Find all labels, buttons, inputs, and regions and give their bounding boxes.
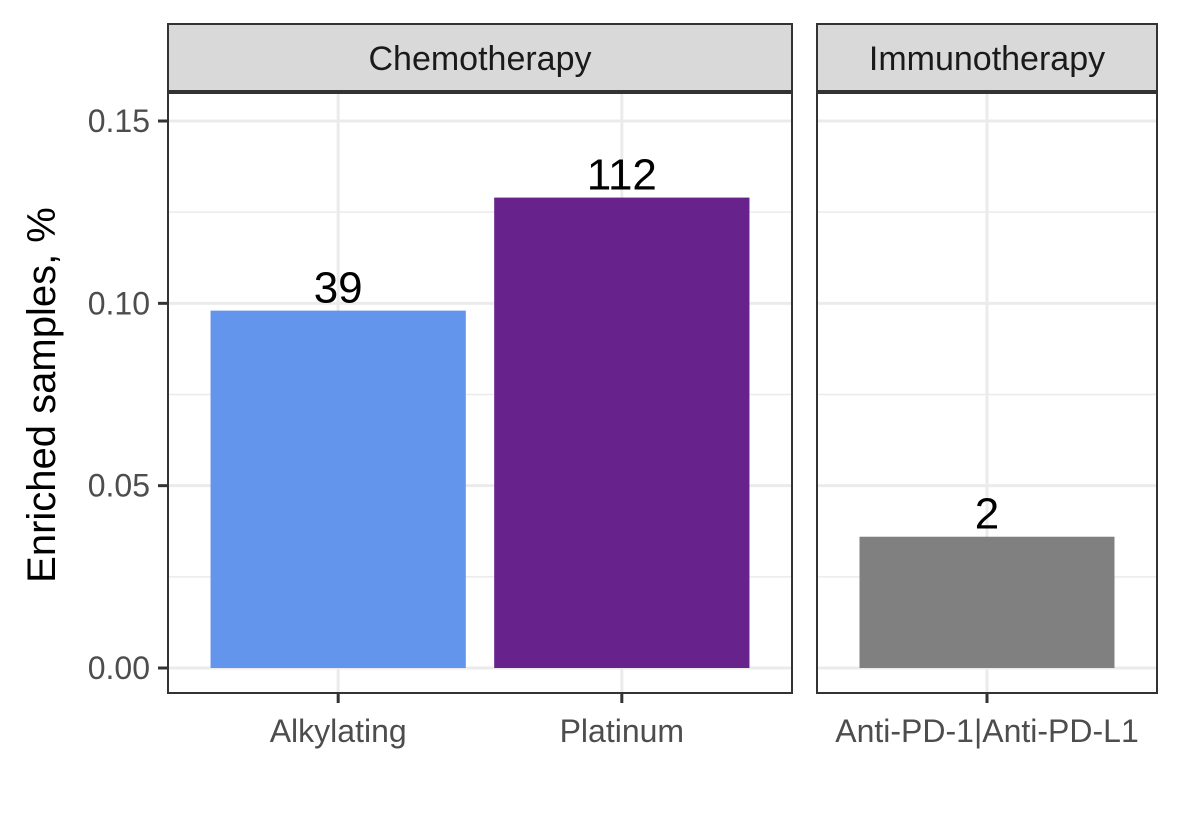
facet-strip	[167, 23, 793, 92]
bar-value-label: 39	[314, 264, 363, 313]
facet-strip-label: Chemotherapy	[368, 40, 591, 78]
facet-strip-label: Immunotherapy	[869, 40, 1105, 78]
y-tick-label: 0.10	[88, 285, 150, 321]
x-tick-label: Anti-PD-1|Anti-PD-L1	[835, 713, 1139, 749]
facet-strip	[816, 23, 1158, 92]
bar	[494, 197, 750, 668]
x-tick-label: Alkylating	[270, 713, 407, 749]
bar	[210, 310, 466, 668]
x-tick-label: Platinum	[560, 713, 685, 749]
y-tick-label: 0.00	[88, 650, 150, 686]
bar-value-label: 112	[587, 151, 657, 200]
panel-border	[816, 92, 1158, 694]
y-tick-label: 0.05	[88, 468, 150, 504]
panel-border	[167, 92, 793, 694]
y-tick-label: 0.15	[88, 103, 150, 139]
y-axis-title: Enriched samples, %	[20, 207, 64, 583]
bar	[859, 536, 1115, 668]
bar-value-label: 2	[975, 490, 999, 539]
